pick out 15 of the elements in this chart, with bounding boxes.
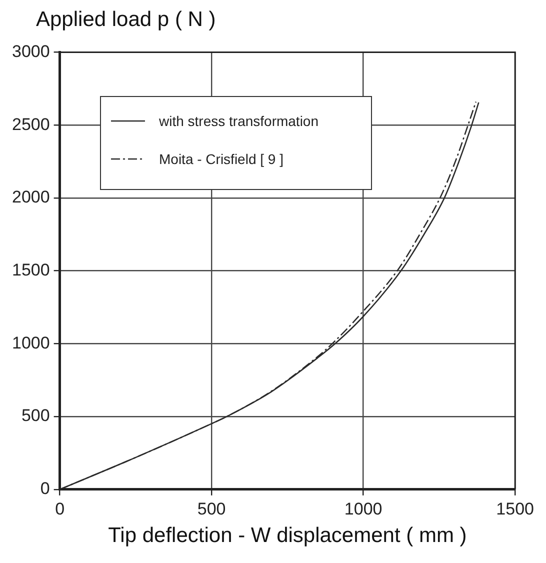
y-tick-label: 2000 (12, 188, 50, 207)
x-tick-label: 1500 (496, 499, 534, 518)
x-axis-title: Tip deflection - W displacement ( mm ) (108, 524, 467, 548)
legend-label: with stress transformation (159, 113, 318, 129)
y-tick-label: 1500 (12, 260, 50, 280)
y-tick-label: 3000 (12, 42, 50, 61)
legend-label: Moita - Crisfield [ 9 ] (159, 151, 284, 167)
y-tick-label: 500 (21, 406, 50, 426)
y-tick-label: 0 (40, 479, 50, 498)
x-tick-label: 1000 (344, 499, 382, 518)
y-axis-title: Applied load p ( N ) (35, 8, 217, 33)
y-tick-label: 2500 (12, 114, 50, 134)
x-tick-label: 0 (55, 499, 65, 518)
y-tick-label: 1000 (12, 333, 50, 352)
x-tick-label: 500 (197, 499, 226, 518)
